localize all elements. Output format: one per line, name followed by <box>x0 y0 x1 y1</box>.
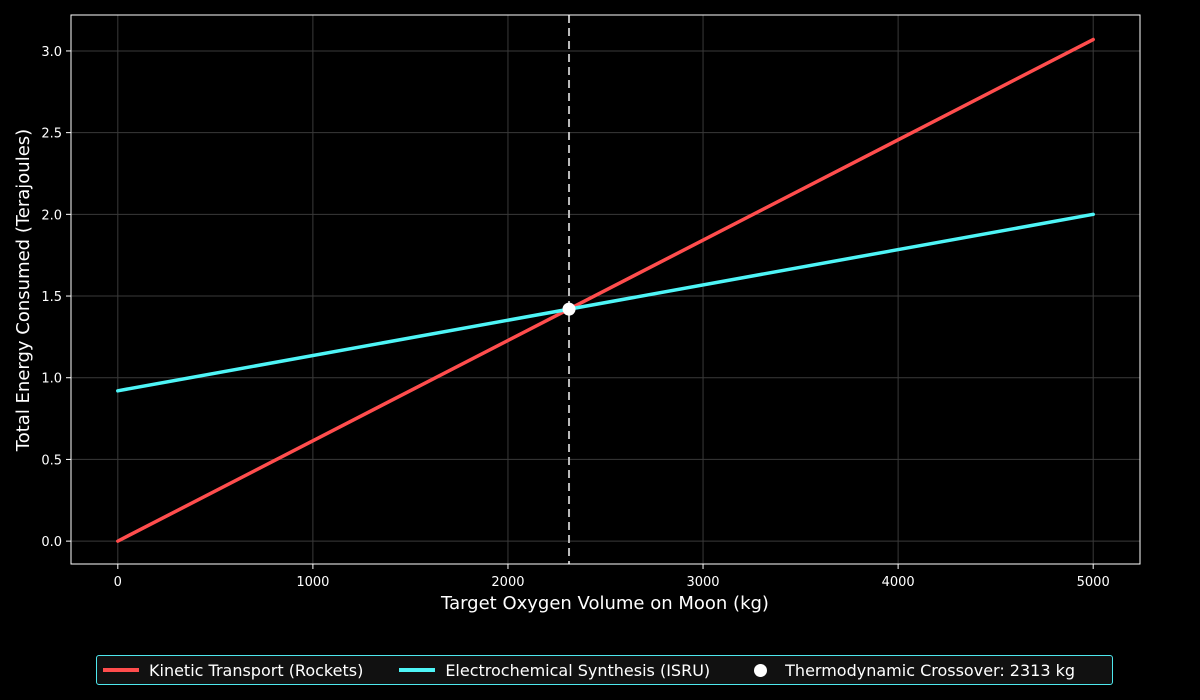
legend-swatch-rockets <box>103 668 139 672</box>
legend-label-crossover: Thermodynamic Crossover: 2313 kg <box>785 660 1076 680</box>
x-tick-label: 0 <box>114 575 122 590</box>
y-axis-title: Total Energy Consumed (Terajoules) <box>13 129 34 452</box>
crossover-marker-layer <box>562 302 576 316</box>
grid <box>71 15 1140 564</box>
legend: Kinetic Transport (Rockets) Electrochemi… <box>96 655 1113 685</box>
legend-item-crossover: Thermodynamic Crossover: 2313 kg <box>734 661 1075 680</box>
x-tick-label: 5000 <box>1077 575 1110 590</box>
y-tick-label: 1.0 <box>41 372 62 387</box>
y-tick-label: 0.5 <box>41 453 62 468</box>
legend-swatch-isru <box>399 668 436 672</box>
x-axis-title: Target Oxygen Volume on Moon (kg) <box>440 593 769 614</box>
series-line-rockets <box>116 37 1095 543</box>
legend-label-isru: Electrochemical Synthesis (ISRU) <box>445 660 711 680</box>
x-tick-label: 1000 <box>296 575 329 590</box>
x-tick-label: 2000 <box>491 575 524 590</box>
legend-swatch-crossover <box>754 663 768 677</box>
legend-item-isru: Electrochemical Synthesis (ISRU) <box>393 661 710 680</box>
y-tick-label: 1.5 <box>41 290 62 305</box>
x-tick-label: 3000 <box>686 575 719 590</box>
legend-item-rockets: Kinetic Transport (Rockets) <box>97 661 363 680</box>
y-tick-label: 3.0 <box>41 45 62 60</box>
ticks: 0 1000 2000 3000 4000 5000 0.0 0.5 1.0 1.5 2.0 2.5 3… <box>41 45 1109 590</box>
legend-label-rockets: Kinetic Transport (Rockets) <box>149 660 364 680</box>
series-line-isru <box>116 212 1095 393</box>
x-tick-label: 4000 <box>882 575 915 590</box>
crossover-point <box>562 302 576 316</box>
y-tick-label: 0.0 <box>41 535 62 550</box>
series-layer <box>116 37 1095 543</box>
y-tick-label: 2.0 <box>41 208 62 223</box>
plot-frame <box>70 14 1141 565</box>
y-tick-label: 2.5 <box>41 127 62 142</box>
